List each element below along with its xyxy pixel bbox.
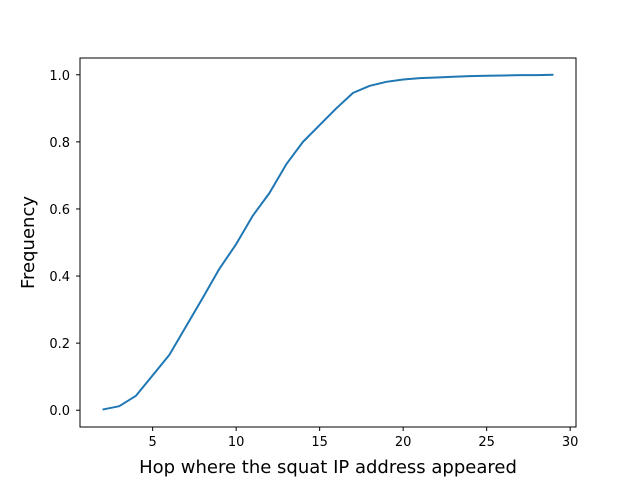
y-tick-label: 0.4 [49,270,70,285]
y-tick-label: 0.8 [49,136,70,151]
series-line-0 [102,73,554,411]
x-tick-label: 5 [149,435,157,450]
y-tick-label: 0.6 [49,203,70,218]
x-tick-label: 15 [311,435,328,450]
x-axis-ticks: 5 10 15 20 25 30 [149,427,579,450]
x-tick-label: 10 [228,435,245,450]
x-axis-title: Hop where the squat IP address appeared [139,457,517,478]
y-tick-label: 0.2 [49,337,70,352]
x-tick-label: 25 [478,435,495,450]
y-axis-title: Frequency [18,196,39,289]
plot-frame [79,57,577,428]
x-tick-label: 30 [562,435,579,450]
x-tick-label: 20 [395,435,412,450]
y-tick-label: 1.0 [49,69,70,84]
y-tick-label: 0.0 [49,404,70,419]
y-axis-ticks: 0.0 0.2 0.4 0.6 0.8 1.0 [49,69,80,419]
series-layer [102,73,554,411]
